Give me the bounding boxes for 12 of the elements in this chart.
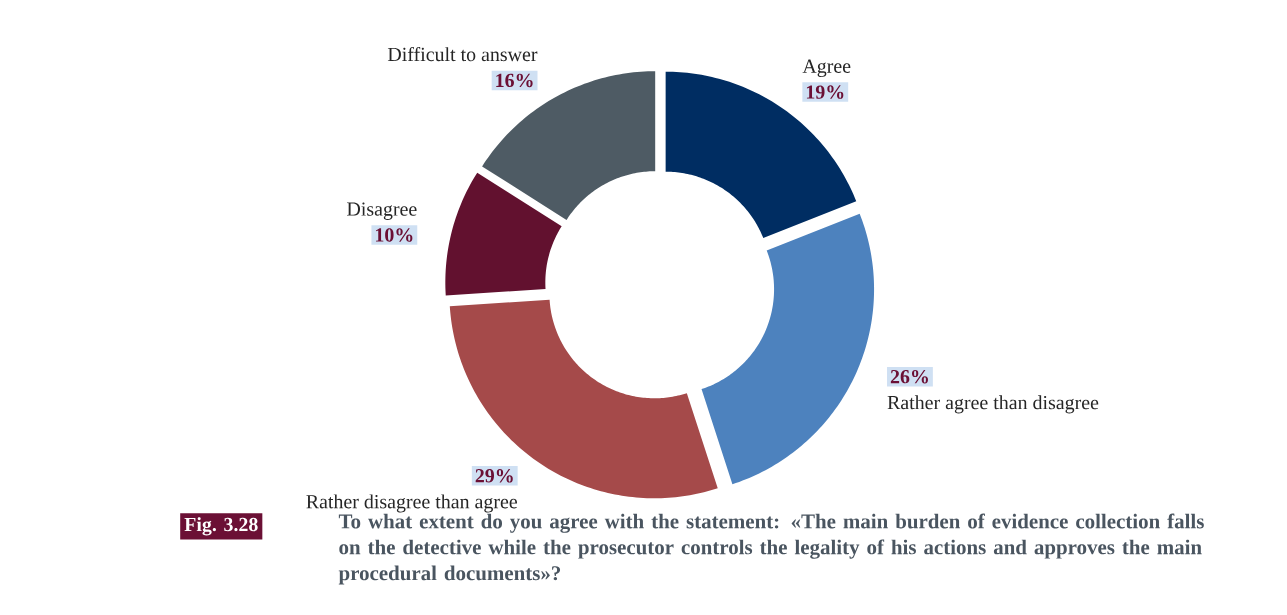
text: To what extent do you agree with the statement: «The main burden of evidence collection falls on the detective while the prosecutor controls the legality of his actions and approves the main procedural documents»?: [338, 513, 1204, 585]
data-label: 26%: [890, 369, 928, 384]
slice-label: Rather disagree than agree: [306, 494, 517, 513]
slice-label: Disagree: [347, 202, 417, 220]
slice-label: Agree: [802, 59, 851, 77]
caption: Fig. 3.28: [184, 517, 258, 536]
data-label: 29%: [475, 469, 513, 483]
data-label: 19%: [806, 85, 844, 99]
slice-label: Rather agree than disagree: [887, 395, 1099, 414]
slice-label: Difficult to answer: [387, 46, 538, 62]
data-label: 10%: [376, 228, 413, 242]
data-label: 16%: [496, 73, 533, 88]
